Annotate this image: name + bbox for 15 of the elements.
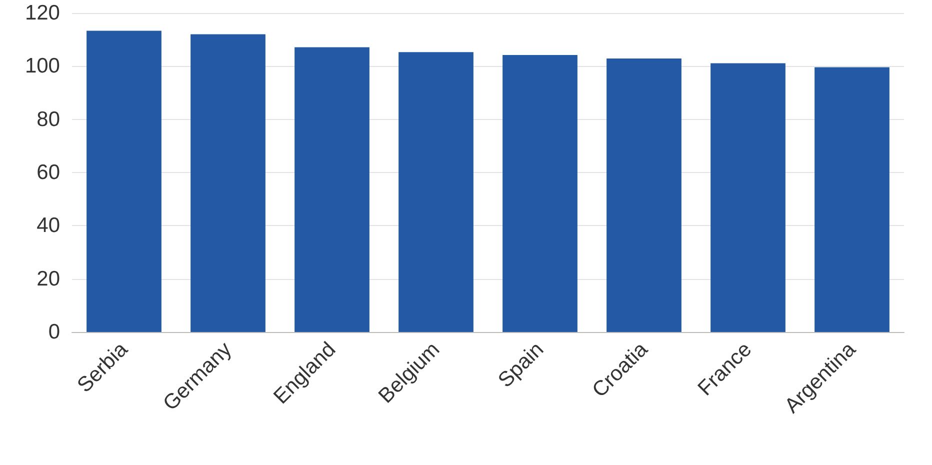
y-tick-label: 80: [36, 108, 60, 131]
bar: [606, 58, 682, 332]
y-tick-label: 0: [48, 320, 60, 344]
y-tick-label: 40: [36, 214, 60, 238]
bar: [86, 30, 162, 332]
bar: [294, 47, 370, 332]
bar: [190, 34, 266, 332]
bar: [710, 63, 786, 332]
bar: [398, 52, 474, 332]
bar: [502, 55, 578, 332]
y-tick-label: 120: [24, 2, 60, 24]
y-tick-label: 20: [36, 267, 60, 290]
y-tick-label: 100: [24, 54, 60, 78]
bar: [814, 67, 890, 332]
y-tick-label: 60: [36, 161, 60, 184]
